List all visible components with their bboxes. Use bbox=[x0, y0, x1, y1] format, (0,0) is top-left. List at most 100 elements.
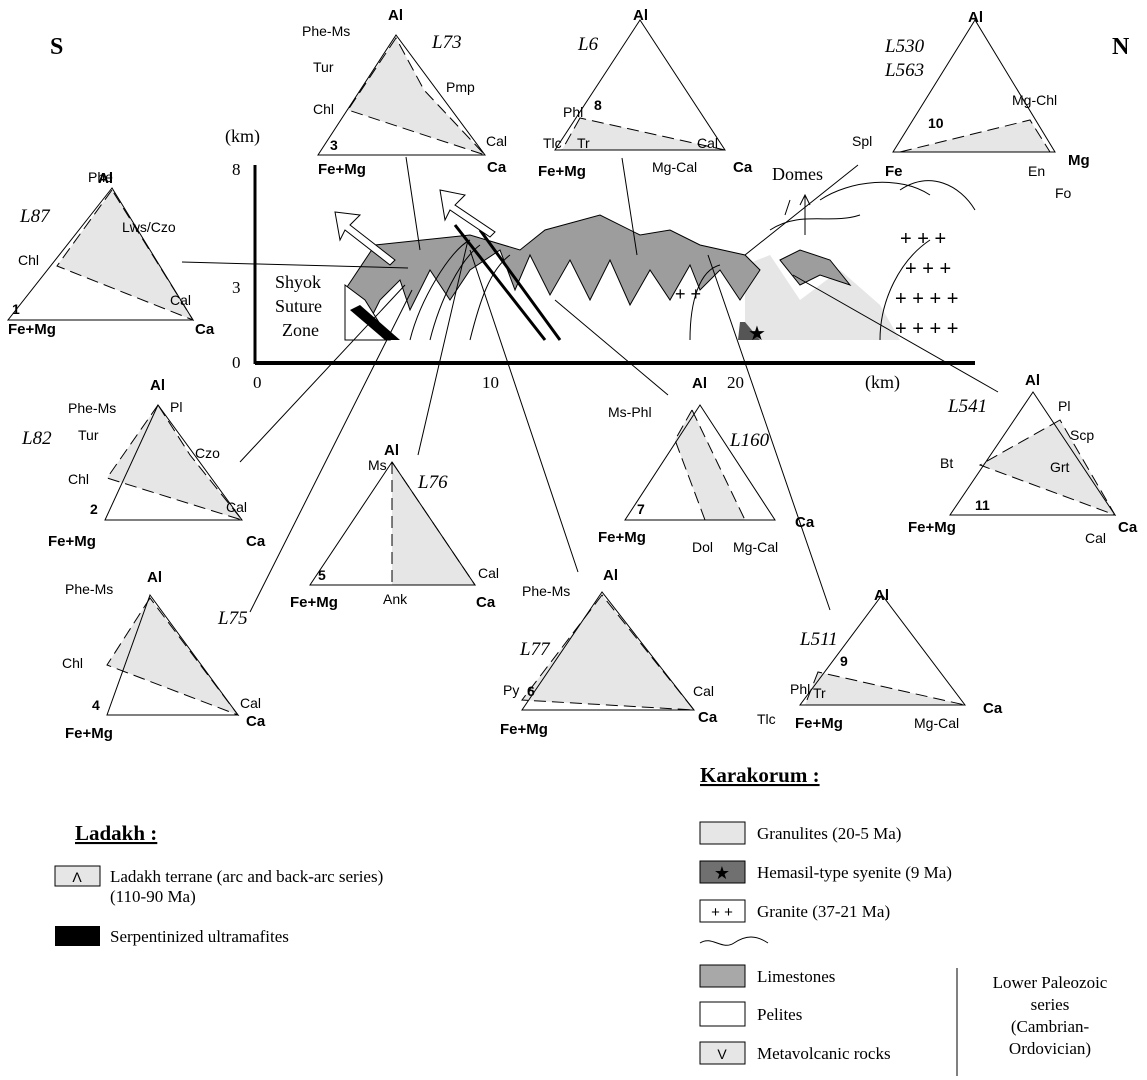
mineral-label: Mg-Cal bbox=[652, 159, 697, 175]
mineral-label: Tr bbox=[813, 685, 826, 701]
mineral-label: Mg-Chl bbox=[1012, 92, 1057, 108]
legend-text: Granulites (20-5 Ma) bbox=[757, 824, 901, 843]
apex-label: Fe+Mg bbox=[500, 721, 548, 738]
series-label: series bbox=[1031, 995, 1070, 1014]
sample-label: L87 bbox=[19, 206, 51, 227]
triangle-number: 5 bbox=[318, 567, 326, 583]
mineral-label: Pl bbox=[1058, 398, 1070, 414]
granite-crosses: + + + bbox=[905, 258, 951, 280]
legend-text: Limestones bbox=[757, 967, 835, 986]
mineral-label: Phl bbox=[790, 681, 810, 697]
domes-label: Domes bbox=[772, 164, 823, 184]
mineral-label: Phe-Ms bbox=[302, 23, 350, 39]
limestone-body bbox=[779, 249, 852, 287]
mineral-label: Phe bbox=[88, 169, 113, 185]
apex-label: Mg bbox=[1068, 152, 1090, 169]
apex-label: Ca bbox=[195, 321, 215, 338]
ternary-triangle bbox=[521, 591, 696, 711]
legend-symbol: ★ bbox=[714, 863, 730, 883]
apex-label: Al bbox=[384, 442, 399, 459]
legend-text: (110-90 Ma) bbox=[110, 887, 196, 906]
apex-label: Fe+Mg bbox=[908, 519, 956, 536]
x-tick-label: 0 bbox=[253, 373, 262, 392]
ternary-triangle bbox=[317, 34, 486, 156]
mineral-label: Scp bbox=[1070, 427, 1094, 443]
mineral-label: Chl bbox=[313, 101, 334, 117]
mineral-label: Grt bbox=[1050, 459, 1070, 475]
mineral-label: Pl bbox=[170, 399, 182, 415]
legend-swatch bbox=[54, 865, 101, 887]
triangle-number: 8 bbox=[594, 97, 602, 113]
axis-label: (km) bbox=[865, 372, 900, 393]
triangle-number: 10 bbox=[928, 115, 944, 131]
y-tick-label: 8 bbox=[232, 160, 241, 179]
legend-text: Ladakh terrane (arc and back-arc series) bbox=[110, 867, 383, 886]
y-tick-label: 3 bbox=[232, 278, 241, 297]
mineral-label: Phe-Ms bbox=[68, 400, 116, 416]
mineral-label: En bbox=[1028, 163, 1045, 179]
mineral-label: Cal bbox=[478, 565, 499, 581]
connector-lines bbox=[181, 156, 999, 613]
granite-crosses: + + + + bbox=[895, 318, 958, 340]
legend-symbol: + + bbox=[711, 904, 733, 921]
series-label: (Cambrian- bbox=[1011, 1017, 1090, 1036]
legend-swatch bbox=[699, 860, 746, 884]
legend-symbol: V bbox=[717, 1046, 727, 1062]
legend-text: Granite (37-21 Ma) bbox=[757, 902, 890, 921]
sample-label: L160 bbox=[729, 430, 770, 451]
triangle-number: 9 bbox=[840, 653, 848, 669]
fault bbox=[453, 224, 562, 341]
apex-label: Ca bbox=[733, 159, 753, 176]
series-label: Ordovician) bbox=[1009, 1039, 1091, 1058]
ternary-triangle bbox=[106, 593, 239, 716]
legend-title: Karakorum : bbox=[700, 763, 820, 787]
zone-label: Zone bbox=[282, 320, 319, 340]
mineral-label: Phl bbox=[563, 104, 583, 120]
ternary-triangle bbox=[949, 391, 1116, 516]
mineral-label: Tr bbox=[577, 135, 590, 151]
legend-symbol: Λ bbox=[72, 869, 82, 885]
mineral-label: Py bbox=[503, 682, 519, 698]
mineral-field bbox=[347, 37, 486, 156]
apex-label: Ca bbox=[487, 159, 507, 176]
apex-label: Fe bbox=[885, 163, 903, 180]
apex-label: Al bbox=[388, 7, 403, 24]
apex-label: Al bbox=[147, 569, 162, 586]
sample-label: L76 bbox=[417, 472, 448, 493]
zone-label: Shyok bbox=[275, 272, 321, 292]
granite-crosses: + + bbox=[675, 284, 701, 304]
mineral-label: Chl bbox=[62, 655, 83, 671]
apex-label: Fe+Mg bbox=[8, 321, 56, 338]
apex-label: Fe+Mg bbox=[795, 715, 843, 732]
apex-label: Al bbox=[968, 9, 983, 26]
apex-label: Ca bbox=[698, 709, 718, 726]
x-tick-label: 10 bbox=[482, 373, 499, 392]
apex-label: Ca bbox=[246, 713, 266, 730]
series-label: Lower Paleozoic bbox=[993, 973, 1108, 992]
legend-swatch bbox=[699, 899, 746, 923]
legend-title: Ladakh : bbox=[75, 821, 157, 845]
shear-arrows bbox=[334, 189, 496, 266]
mineral-label: Spl bbox=[852, 133, 872, 149]
legend-text: Serpentinized ultramafites bbox=[110, 927, 289, 946]
apex-label: Ca bbox=[983, 700, 1003, 717]
triangle-number: 2 bbox=[90, 501, 98, 517]
triangle-number: 6 bbox=[527, 683, 535, 699]
x-tick-label: 20 bbox=[727, 373, 744, 392]
mineral-field bbox=[978, 419, 1117, 516]
legend: Ladakh : Λ Ladakh terrane (arc and back-… bbox=[54, 763, 1108, 1076]
zone-label: Suture bbox=[275, 296, 322, 316]
legend-text: Metavolcanic rocks bbox=[757, 1044, 891, 1063]
triangle-number: 7 bbox=[637, 501, 645, 517]
mineral-label: Dol bbox=[692, 539, 713, 555]
mineral-label: Phe-Ms bbox=[65, 581, 113, 597]
mineral-label: Bt bbox=[940, 455, 953, 471]
mineral-label: Tur bbox=[313, 59, 334, 75]
apex-label: Fe+Mg bbox=[48, 533, 96, 550]
legend-swatch bbox=[699, 1001, 746, 1027]
mineral-field bbox=[899, 119, 1051, 153]
apex-label: Al bbox=[692, 375, 707, 392]
sample-label: L77 bbox=[519, 639, 551, 660]
cross-section: ★ + + + + + + + + + + + + + + + + (km) 8… bbox=[225, 126, 976, 393]
mineral-label: Cal bbox=[170, 292, 191, 308]
